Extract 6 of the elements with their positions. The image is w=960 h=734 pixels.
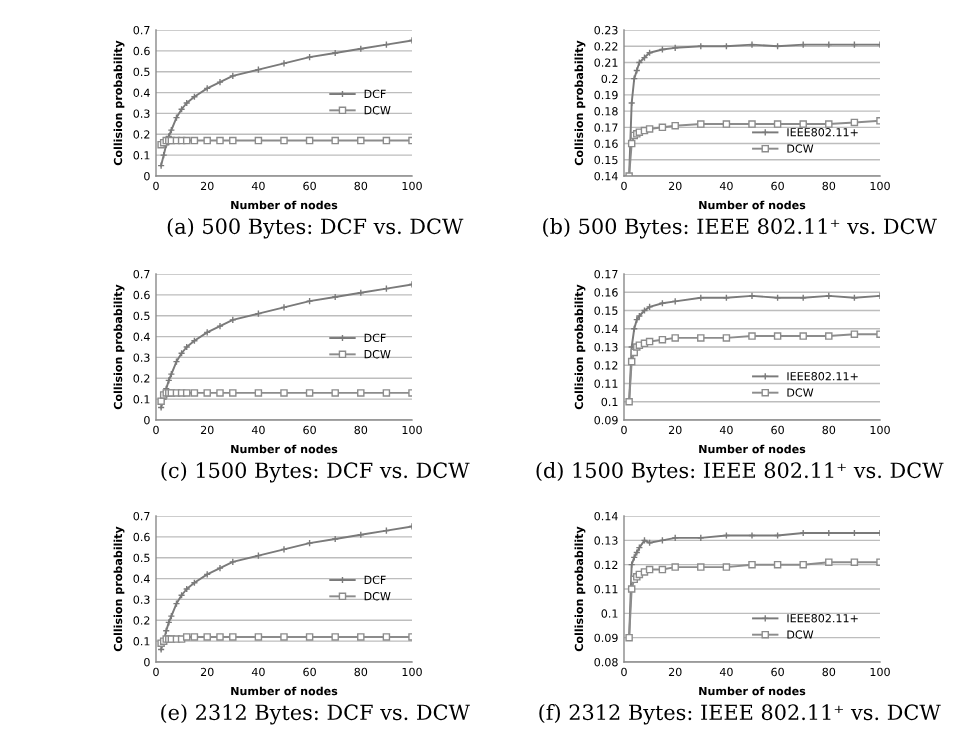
text: (d) 1500 Bytes: IEEE 802.11⁺ vs. DCW xyxy=(536,462,944,483)
text: (a) 500 Bytes: DCF vs. DCW xyxy=(167,218,464,239)
text: (b) 500 Bytes: IEEE 802.11⁺ vs. DCW xyxy=(543,218,937,239)
text: (c) 1500 Bytes: DCF vs. DCW xyxy=(161,462,470,483)
text: (e) 2312 Bytes: DCF vs. DCW xyxy=(161,704,470,725)
text: (f) 2312 Bytes: IEEE 802.11⁺ vs. DCW xyxy=(539,704,941,725)
